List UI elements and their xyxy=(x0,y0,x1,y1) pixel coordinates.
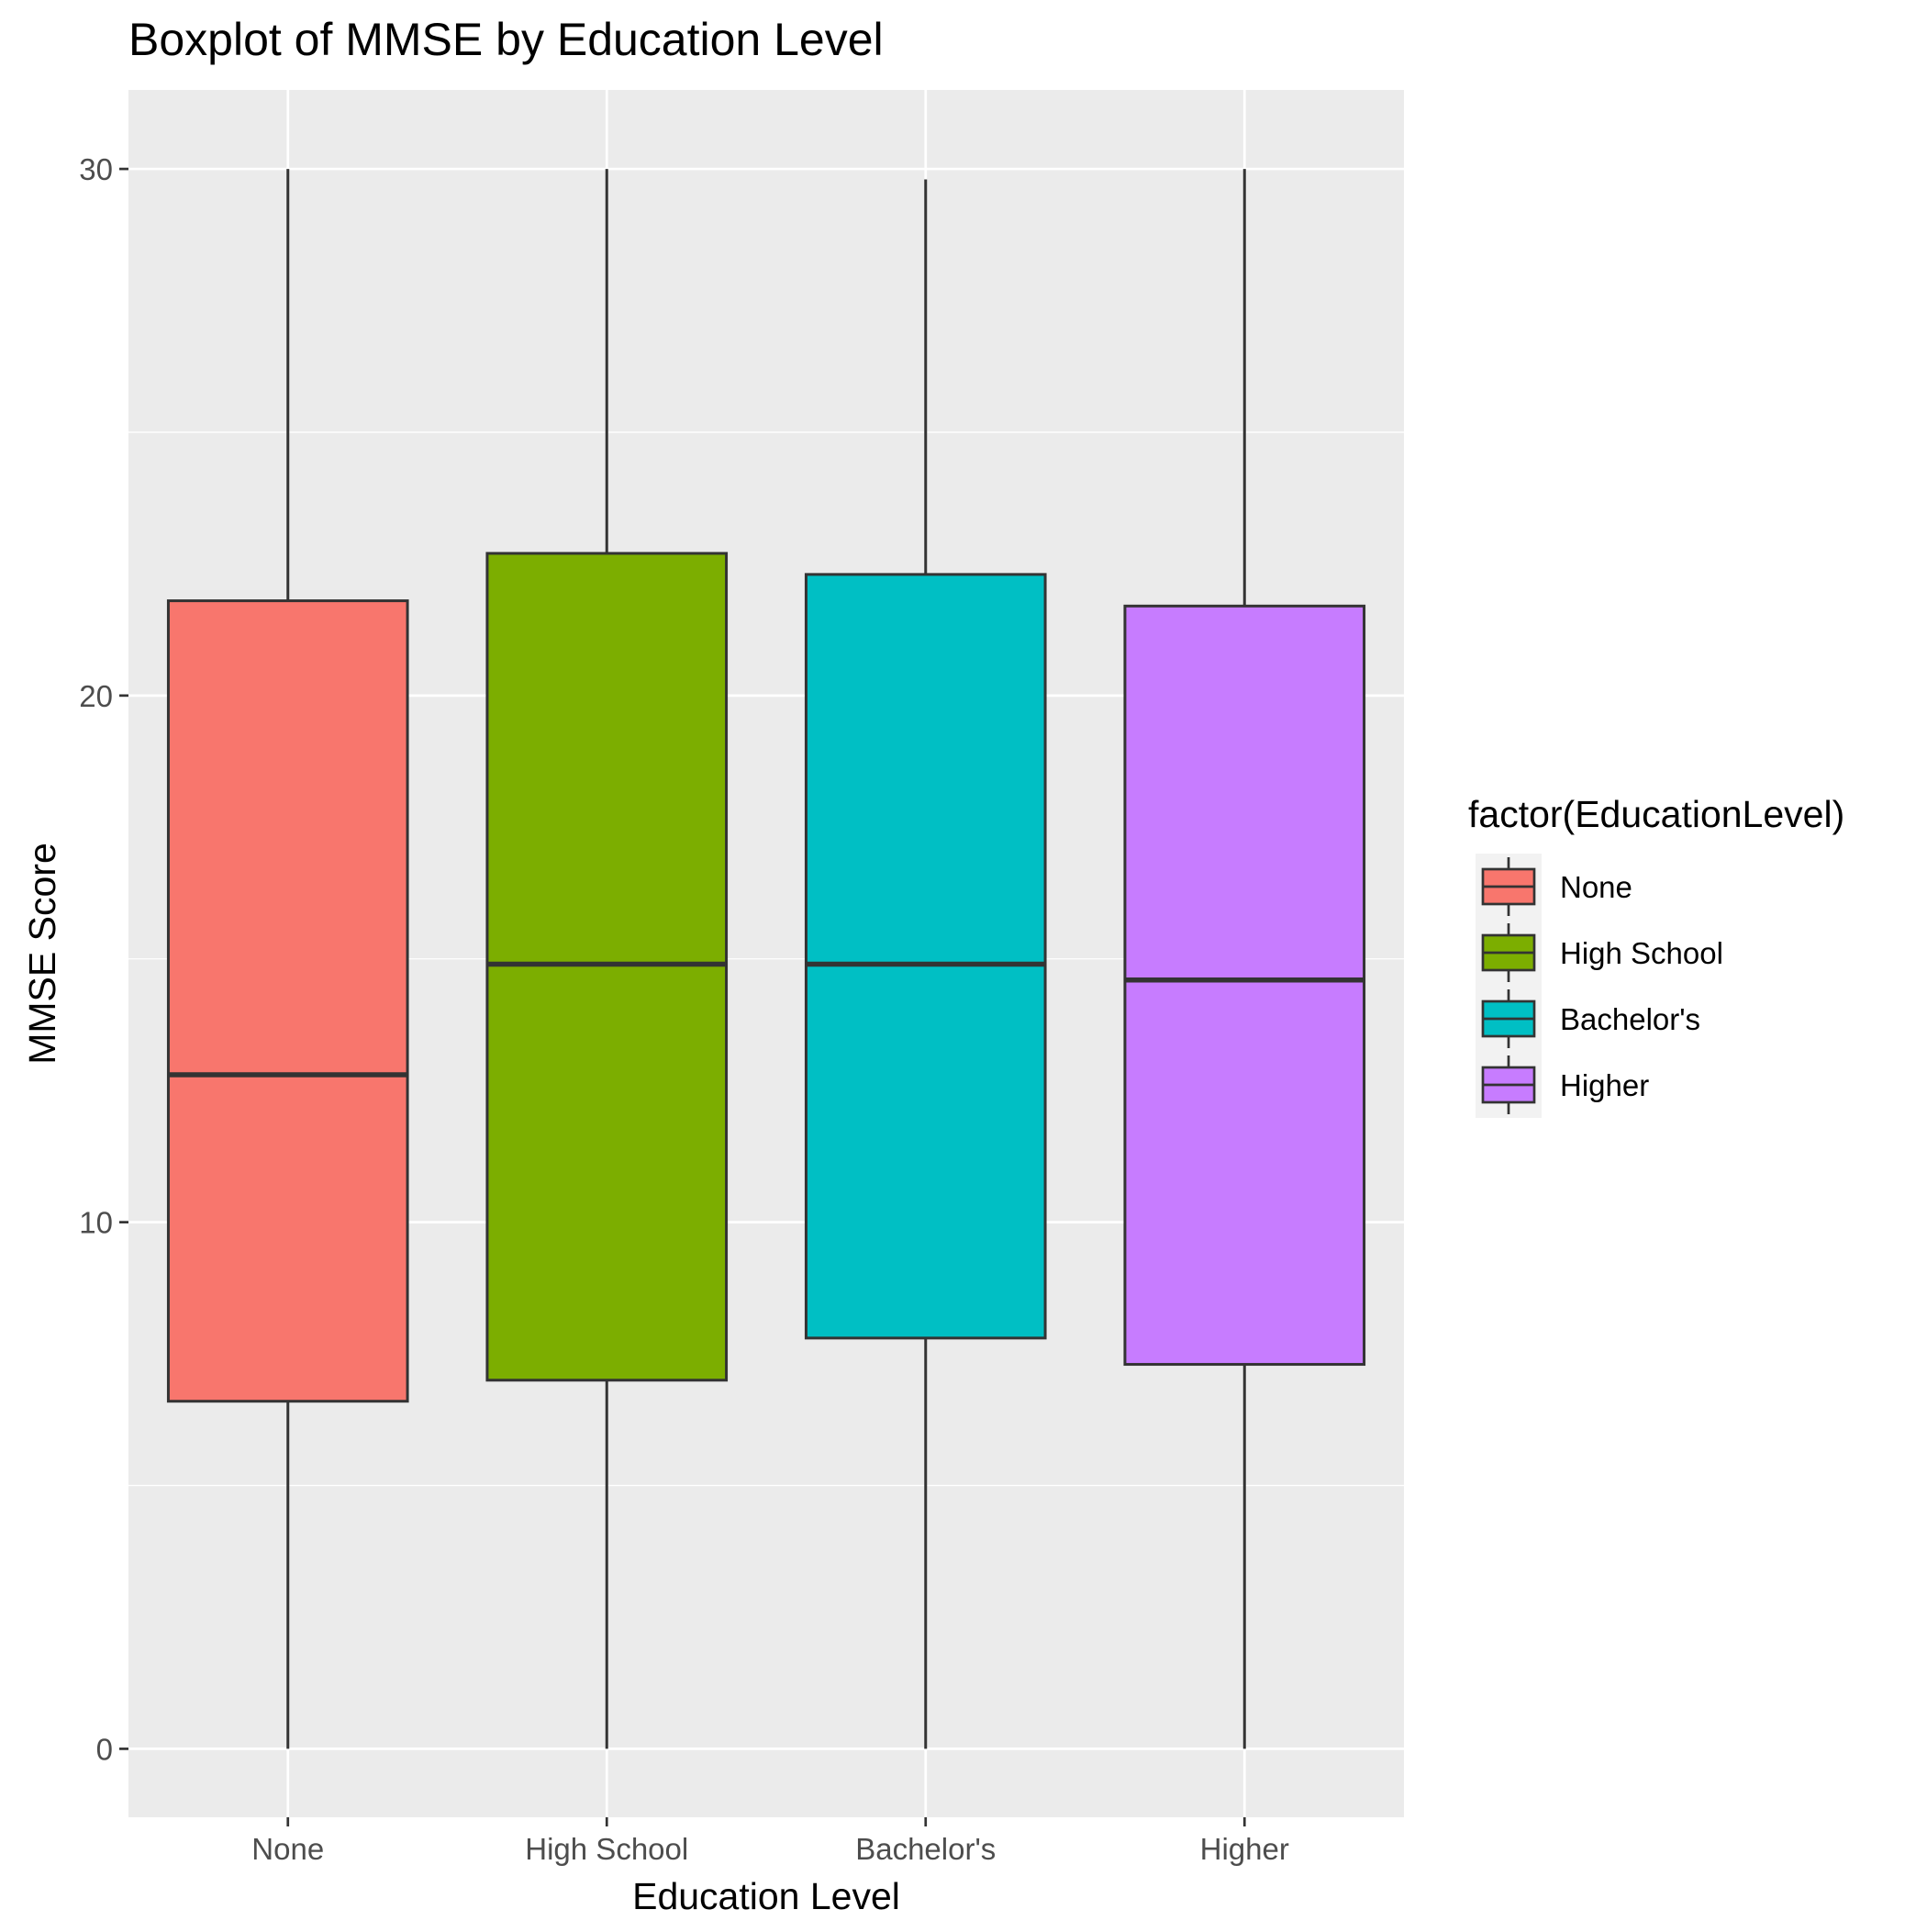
box-body xyxy=(485,552,729,1382)
x-tick-label: Bachelor's xyxy=(855,1832,996,1866)
boxes xyxy=(166,169,1366,1749)
box-bachelor-s xyxy=(804,179,1047,1749)
legend-item-none: None xyxy=(1481,857,1632,916)
legend-title: factor(EducationLevel) xyxy=(1468,793,1844,835)
y-tick-label: 20 xyxy=(79,679,113,713)
box-body xyxy=(804,573,1047,1340)
legend-label: High School xyxy=(1560,936,1723,970)
legend-item-bachelor-s: Bachelor's xyxy=(1481,989,1700,1048)
box-none xyxy=(166,169,409,1749)
legend-item-high-school: High School xyxy=(1481,923,1723,982)
box-body xyxy=(1123,604,1366,1367)
legend: factor(EducationLevel) None High School Ba… xyxy=(1468,793,1844,1118)
x-tick-label: Higher xyxy=(1200,1832,1289,1866)
y-tick-label: 10 xyxy=(79,1206,113,1240)
legend-label: None xyxy=(1560,870,1632,904)
legend-label: Bachelor's xyxy=(1560,1002,1700,1036)
legend-item-higher: Higher xyxy=(1481,1055,1649,1114)
y-tick-label: 0 xyxy=(96,1732,113,1766)
chart-title: Boxplot of MMSE by Education Level xyxy=(128,14,884,65)
y-tick-label: 30 xyxy=(79,152,113,186)
x-tick-label: None xyxy=(251,1832,324,1866)
box-higher xyxy=(1123,169,1366,1749)
y-axis-title: MMSE Score xyxy=(21,843,63,1065)
x-tick-label: High School xyxy=(525,1832,688,1866)
box-body xyxy=(166,599,409,1403)
legend-label: Higher xyxy=(1560,1068,1649,1102)
axes: 0 10 20 30 None High School Bachelor's Higher xyxy=(79,152,1289,1866)
box-high-school xyxy=(485,169,729,1749)
x-axis-title: Education Level xyxy=(632,1875,900,1917)
legend-items: None High School Bachelor's Higher xyxy=(1476,854,1723,1118)
